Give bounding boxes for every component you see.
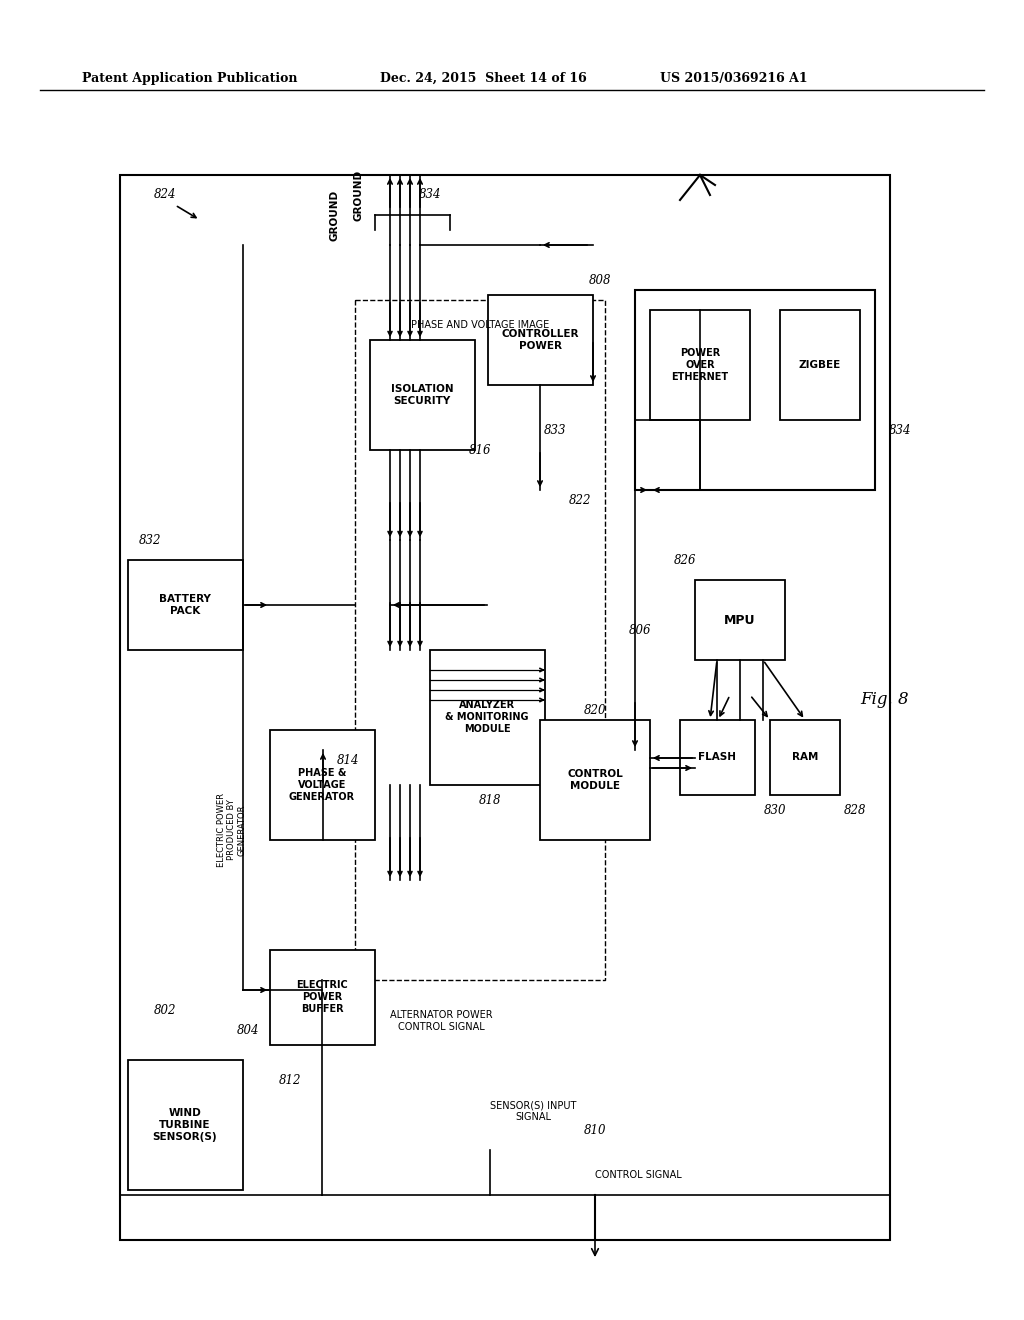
Text: POWER
OVER
ETHERNET: POWER OVER ETHERNET <box>672 348 728 381</box>
Text: Patent Application Publication: Patent Application Publication <box>82 73 298 84</box>
Text: ANALYZER
& MONITORING
MODULE: ANALYZER & MONITORING MODULE <box>445 701 528 734</box>
Bar <box>270 950 375 1045</box>
Text: 818: 818 <box>479 793 502 807</box>
Text: CONTROL
MODULE: CONTROL MODULE <box>567 770 623 791</box>
Text: ELECTRIC POWER
PRODUCED BY
GENERATOR: ELECTRIC POWER PRODUCED BY GENERATOR <box>217 793 247 867</box>
Bar <box>488 294 593 385</box>
Bar <box>680 719 755 795</box>
Bar <box>430 649 545 785</box>
Text: 834: 834 <box>419 189 441 202</box>
Text: 804: 804 <box>237 1023 259 1036</box>
Text: 812: 812 <box>279 1073 301 1086</box>
Text: SENSOR(S) INPUT
SIGNAL: SENSOR(S) INPUT SIGNAL <box>490 1100 577 1122</box>
Text: ELECTRIC
POWER
BUFFER: ELECTRIC POWER BUFFER <box>296 981 348 1014</box>
Text: Fig. 8: Fig. 8 <box>861 692 909 709</box>
Text: BATTERY
PACK: BATTERY PACK <box>159 594 211 616</box>
Bar <box>635 290 874 490</box>
Text: 824: 824 <box>154 189 176 202</box>
Text: 816: 816 <box>469 444 492 457</box>
Text: RAM: RAM <box>792 752 818 762</box>
Text: CONTROL SIGNAL: CONTROL SIGNAL <box>595 1170 682 1180</box>
Text: 806: 806 <box>629 623 651 636</box>
Bar <box>128 1060 243 1191</box>
Text: 832: 832 <box>138 533 161 546</box>
Text: 814: 814 <box>337 754 359 767</box>
Bar <box>695 579 785 660</box>
Text: 820: 820 <box>584 704 606 717</box>
Text: 808: 808 <box>589 273 611 286</box>
Bar <box>128 560 243 649</box>
Text: FLASH: FLASH <box>698 752 736 762</box>
Text: 834: 834 <box>889 424 911 437</box>
Bar <box>355 300 605 979</box>
Text: CONTROLLER
POWER: CONTROLLER POWER <box>502 329 579 351</box>
Text: 822: 822 <box>568 494 591 507</box>
Text: 830: 830 <box>764 804 786 817</box>
Text: 802: 802 <box>154 1003 176 1016</box>
Text: PHASE AND VOLTAGE IMAGE: PHASE AND VOLTAGE IMAGE <box>411 319 549 330</box>
Bar <box>650 310 750 420</box>
Text: ISOLATION
SECURITY: ISOLATION SECURITY <box>391 384 454 405</box>
Text: GROUND: GROUND <box>353 169 362 220</box>
Text: 826: 826 <box>674 553 696 566</box>
Bar <box>780 310 860 420</box>
Bar <box>370 341 475 450</box>
Text: ALTERNATOR POWER
CONTROL SIGNAL: ALTERNATOR POWER CONTROL SIGNAL <box>390 1010 493 1032</box>
Bar <box>120 176 890 1239</box>
Text: PHASE &
VOLTAGE
GENERATOR: PHASE & VOLTAGE GENERATOR <box>289 768 355 801</box>
Text: 810: 810 <box>584 1123 606 1137</box>
Text: 828: 828 <box>844 804 866 817</box>
Text: 833: 833 <box>544 424 566 437</box>
Text: ZIGBEE: ZIGBEE <box>799 360 841 370</box>
Bar <box>770 719 840 795</box>
Text: Dec. 24, 2015  Sheet 14 of 16: Dec. 24, 2015 Sheet 14 of 16 <box>380 73 587 84</box>
Text: MPU: MPU <box>724 614 756 627</box>
Text: US 2015/0369216 A1: US 2015/0369216 A1 <box>660 73 808 84</box>
Bar <box>540 719 650 840</box>
Bar <box>270 730 375 840</box>
Text: GROUND: GROUND <box>330 190 340 240</box>
Text: WIND
TURBINE
SENSOR(S): WIND TURBINE SENSOR(S) <box>153 1109 217 1142</box>
